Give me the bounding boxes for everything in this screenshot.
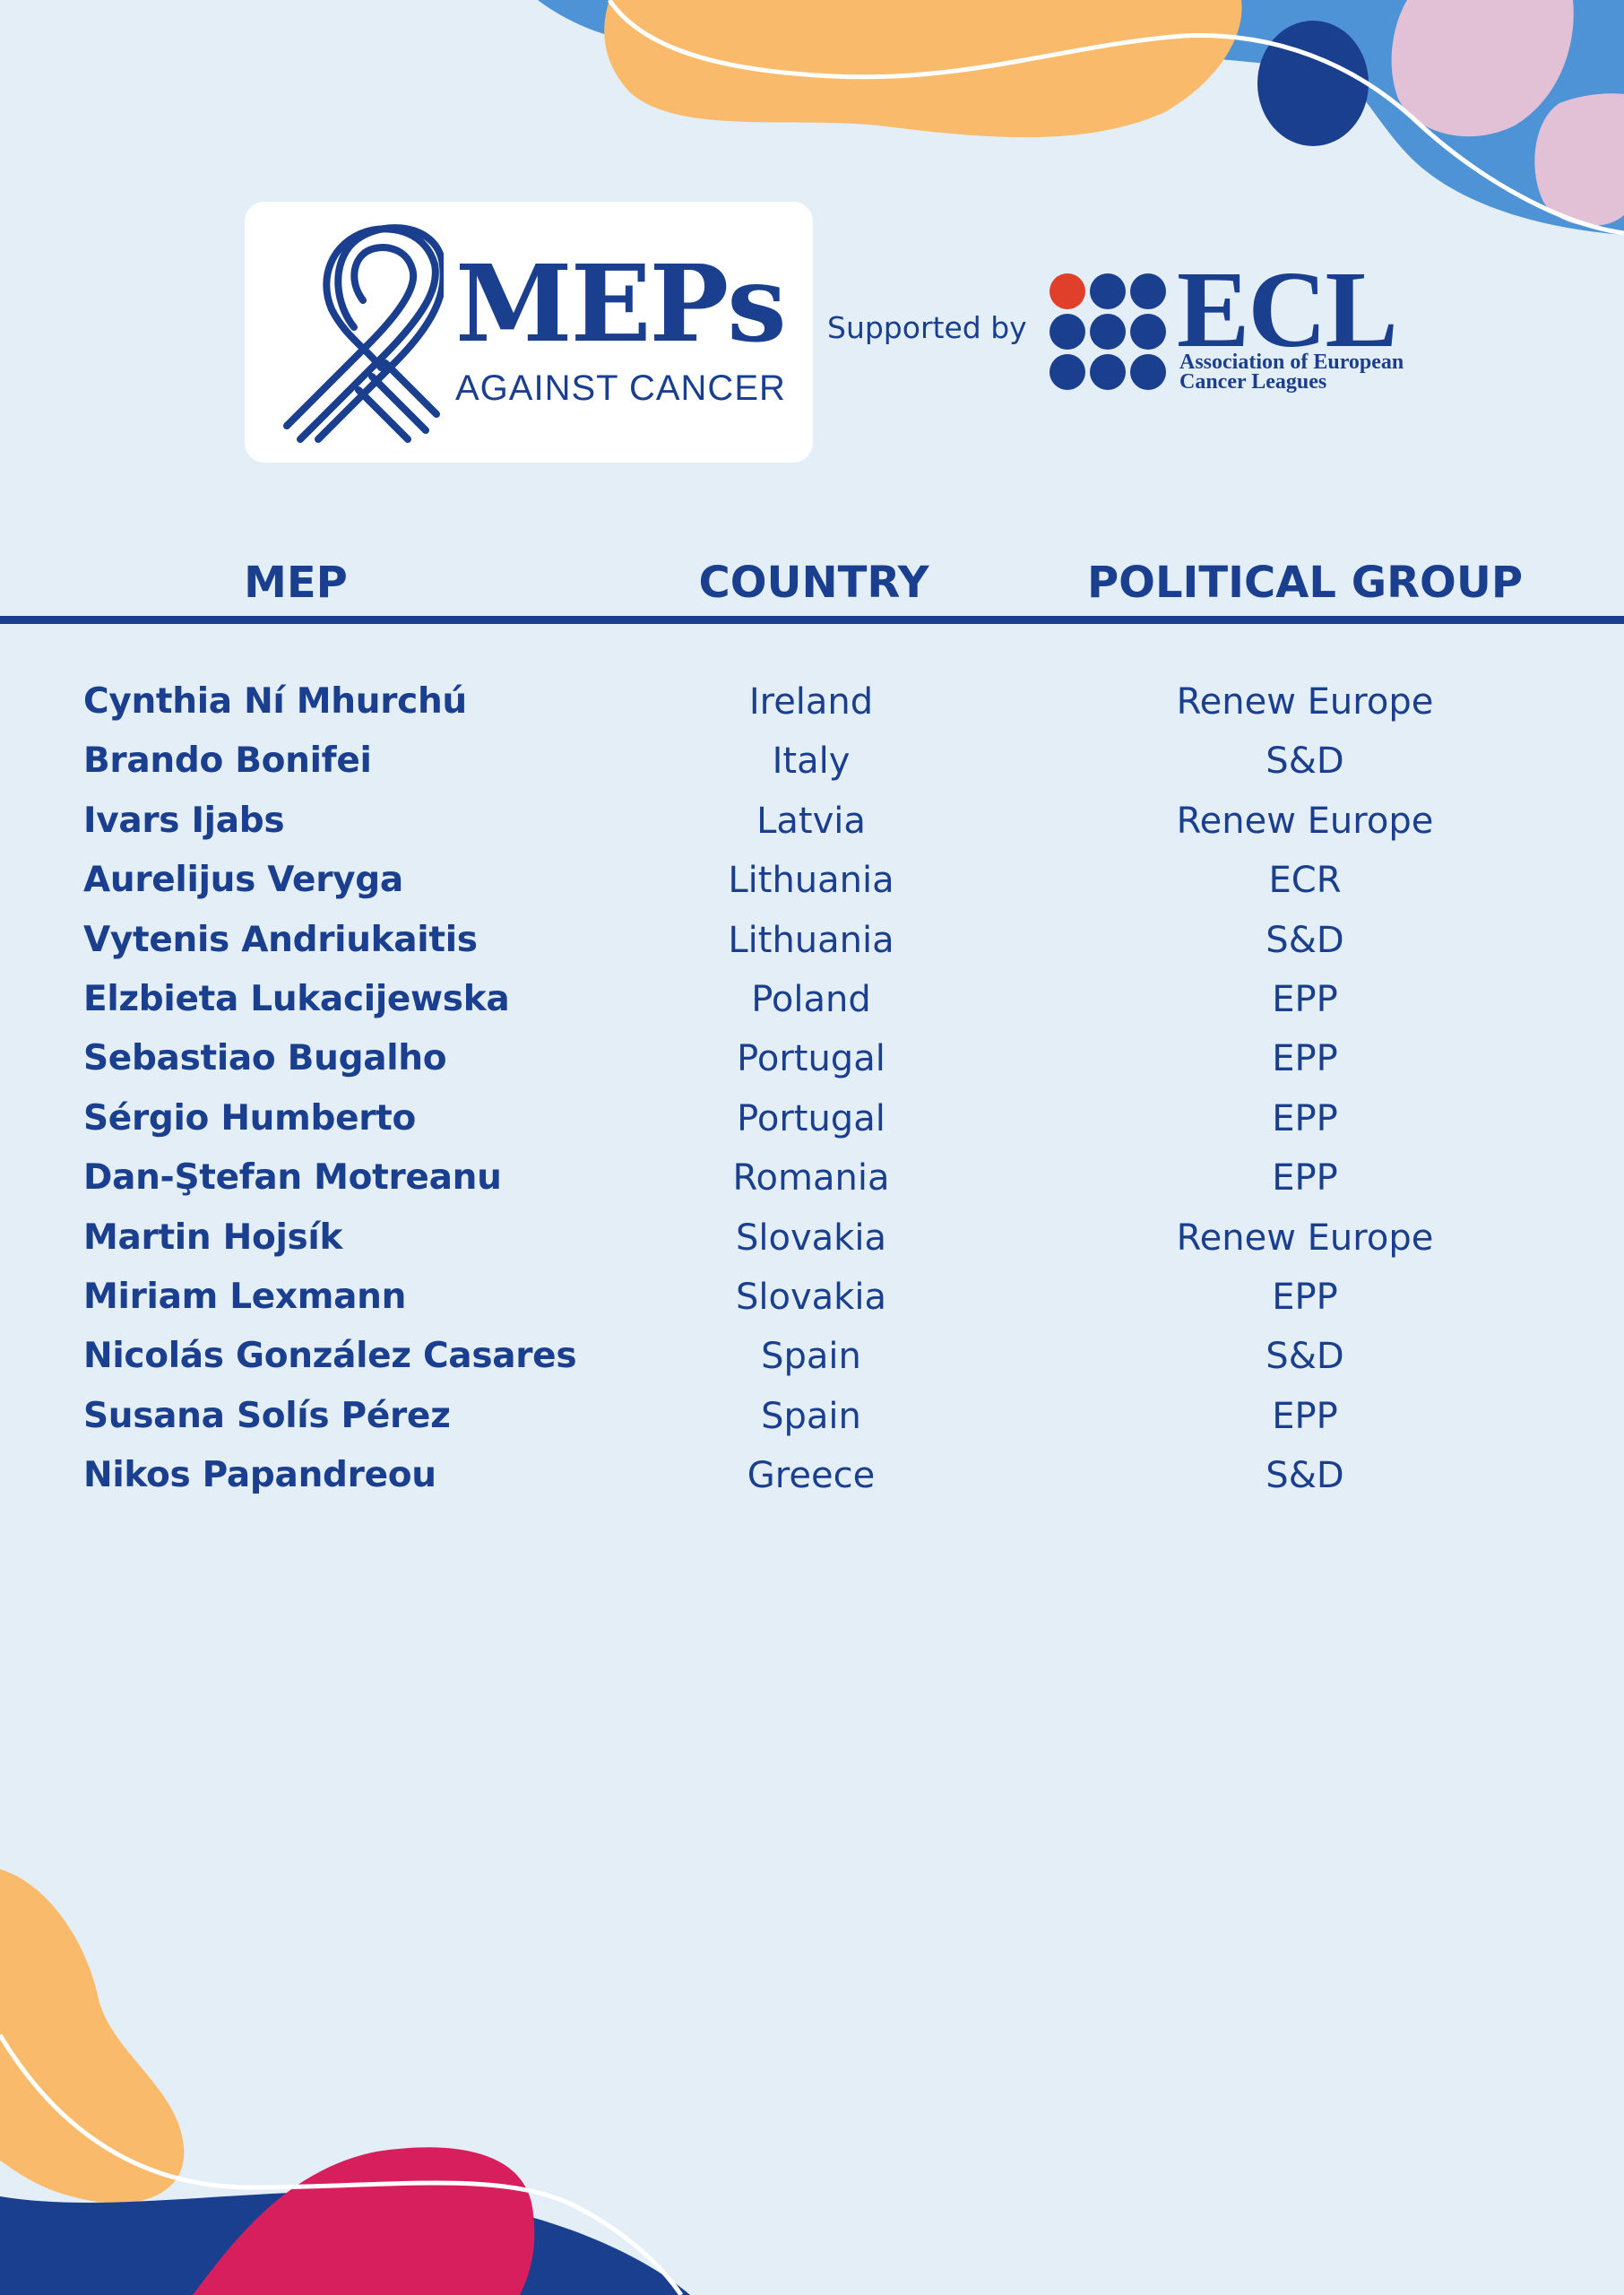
mep-group: Renew Europe [1176, 681, 1434, 723]
mep-name: Elzbieta Lukacijewska [83, 978, 510, 1019]
mep-group: ECR [1268, 860, 1342, 902]
mep-name: Brando Bonifei [83, 740, 372, 782]
table-row: Cynthia Ní Mhurchú Ireland Renew Europe [0, 672, 1624, 732]
header-divider [0, 616, 1624, 624]
mep-group: S&D [1266, 1455, 1344, 1497]
mep-name: Ivars Ijabs [83, 800, 285, 841]
table-row: Nicolás González Casares Spain S&D [0, 1327, 1624, 1386]
mep-country: Ireland [748, 681, 874, 723]
mep-name: Dan-Ştefan Motreanu [83, 1157, 502, 1199]
mep-name: Sebastiao Bugalho [83, 1038, 447, 1079]
mep-name: Aurelijus Veryga [83, 860, 403, 901]
column-header-political-group: POLITICAL GROUP [1086, 558, 1524, 608]
ecl-subtitle: Association of European Cancer Leagues [1179, 351, 1404, 394]
mep-country: Slovakia [736, 1217, 886, 1259]
mep-group: S&D [1266, 740, 1344, 783]
column-header-country: COUNTRY [698, 558, 929, 608]
table-row: Ivars Ijabs Latvia Renew Europe [0, 792, 1624, 851]
mep-name: Cynthia Ní Mhurchú [83, 681, 467, 722]
table-row: Martin Hojsík Slovakia Renew Europe [0, 1208, 1624, 1268]
mep-name: Susana Solís Pérez [83, 1395, 451, 1436]
bottom-white-curve [0, 2033, 684, 2295]
mep-group: EPP [1272, 1097, 1338, 1139]
table-row: Dan-Ştefan Motreanu Romania EPP [0, 1148, 1624, 1208]
table-row: Vytenis Andriukaitis Lithuania S&D [0, 911, 1624, 970]
mep-table: Cynthia Ní Mhurchú Ireland Renew Europe … [0, 672, 1624, 1505]
table-row: Aurelijus Veryga Lithuania ECR [0, 851, 1624, 910]
table-row: Sérgio Humberto Portugal EPP [0, 1089, 1624, 1148]
mep-country: Lithuania [728, 919, 894, 961]
mep-country: Romania [732, 1157, 890, 1199]
top-pink-blob-small [1534, 93, 1624, 226]
mep-group: S&D [1266, 1336, 1344, 1378]
mep-country: Slovakia [736, 1276, 886, 1318]
mep-group: EPP [1272, 1276, 1338, 1318]
table-row: Miriam Lexmann Slovakia EPP [0, 1268, 1624, 1327]
top-pink-blob [1391, 0, 1574, 137]
bottom-orange-blob [0, 1869, 185, 2204]
top-orange-blob [604, 0, 1242, 138]
top-navy-circle [1257, 21, 1369, 146]
mep-name: Sérgio Humberto [83, 1097, 417, 1139]
top-white-curve [607, 0, 1624, 236]
meps-subtitle: AGAINST CANCER [455, 368, 786, 408]
mep-country: Greece [747, 1455, 876, 1497]
mep-group: EPP [1272, 1395, 1338, 1437]
mep-group: S&D [1266, 919, 1344, 961]
column-header-mep: MEP [244, 558, 348, 608]
mep-group: EPP [1272, 1038, 1338, 1080]
mep-name: Martin Hojsík [83, 1217, 343, 1258]
table-row: Nikos Papandreou Greece S&D [0, 1446, 1624, 1505]
mep-name: Nikos Papandreou [83, 1455, 436, 1496]
mep-country: Poland [751, 978, 871, 1020]
mep-country: Portugal [737, 1038, 885, 1080]
mep-name: Miriam Lexmann [83, 1276, 407, 1317]
mep-group: Renew Europe [1176, 800, 1434, 842]
mep-country: Spain [761, 1395, 861, 1437]
ecl-subtitle-line1: Association of European [1179, 351, 1404, 374]
ecl-subtitle-line2: Cancer Leagues [1179, 370, 1327, 394]
meps-title: MEPs [455, 241, 787, 366]
mep-name: Nicolás González Casares [83, 1336, 577, 1377]
mep-country: Italy [772, 740, 851, 783]
mep-group: Renew Europe [1176, 1217, 1434, 1259]
mep-country: Portugal [737, 1097, 885, 1139]
ecl-title: ECL [1177, 249, 1398, 370]
mep-country: Latvia [756, 800, 866, 842]
supported-by-label: Supported by [827, 310, 1027, 345]
table-row: Sebastiao Bugalho Portugal EPP [0, 1029, 1624, 1088]
mep-country: Spain [761, 1336, 861, 1378]
mep-group: EPP [1272, 978, 1338, 1020]
mep-country: Lithuania [728, 860, 894, 902]
ribbon-icon [283, 224, 444, 443]
dot-grid-icon [1050, 273, 1166, 390]
table-row: Brando Bonifei Italy S&D [0, 732, 1624, 791]
table-row: Elzbieta Lukacijewska Poland EPP [0, 970, 1624, 1029]
mep-group: EPP [1272, 1157, 1338, 1199]
table-row: Susana Solís Pérez Spain EPP [0, 1387, 1624, 1446]
mep-name: Vytenis Andriukaitis [83, 919, 478, 960]
